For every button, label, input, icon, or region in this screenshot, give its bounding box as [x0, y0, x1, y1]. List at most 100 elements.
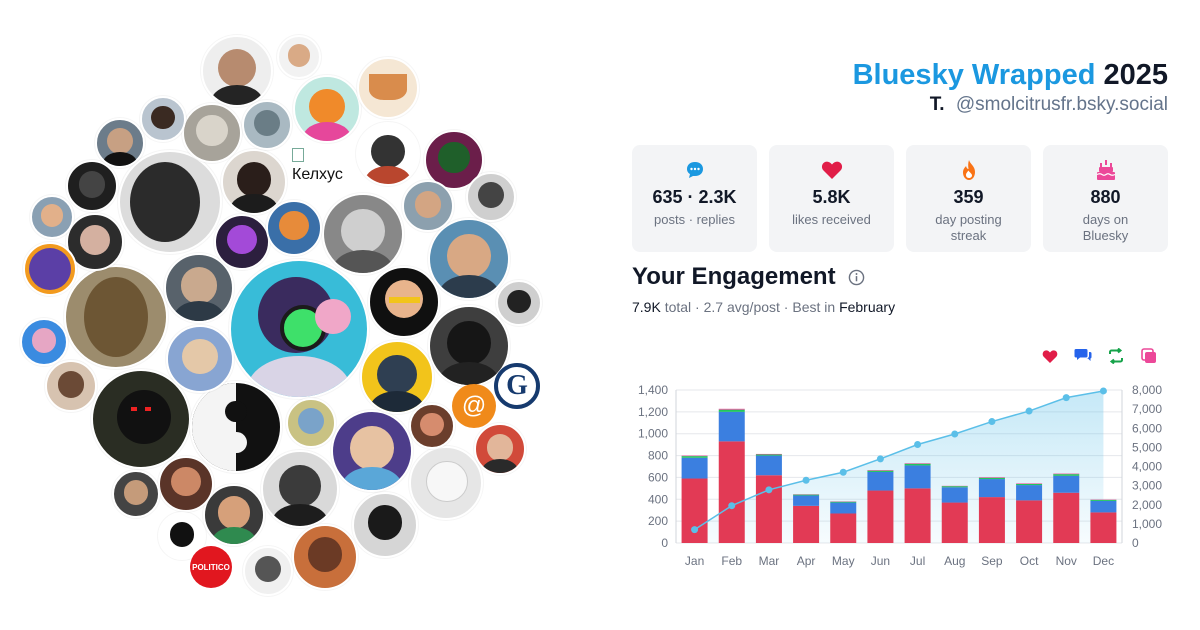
avatar[interactable] — [214, 214, 270, 270]
engagement-summary: 7.9K total · 2.7 avg/post · Best in Febr… — [632, 299, 896, 315]
avatar[interactable] — [221, 149, 287, 215]
avatar[interactable] — [158, 456, 214, 512]
stat-card-days: 880 days on Bluesky — [1043, 145, 1168, 252]
likes-legend-icon[interactable] — [1040, 346, 1060, 366]
y-left-tick-label: 400 — [648, 492, 668, 506]
bar-segment — [1053, 492, 1080, 543]
avatar[interactable] — [203, 484, 265, 546]
avatar[interactable] — [360, 340, 434, 414]
avatar[interactable] — [242, 100, 292, 150]
avatar[interactable] — [112, 470, 160, 518]
avatar[interactable] — [95, 118, 145, 168]
total-value: 7.9K — [632, 299, 661, 315]
quotes-legend-icon[interactable] — [1139, 346, 1159, 366]
avatar[interactable] — [229, 259, 369, 399]
cumulative-point — [988, 418, 996, 426]
avatar[interactable] — [357, 57, 419, 119]
reposts-legend-icon[interactable] — [1106, 346, 1126, 366]
cumulative-point — [1025, 407, 1033, 415]
y-right-tick-label: 4,000 — [1132, 460, 1162, 474]
bar-segment — [681, 457, 708, 479]
avatar[interactable] — [474, 423, 526, 475]
avatar[interactable] — [368, 266, 440, 338]
cake-icon — [1096, 160, 1115, 180]
avatar[interactable] — [409, 446, 483, 520]
bar-segment — [1016, 500, 1043, 543]
cumulative-fill — [694, 390, 1104, 543]
engagement-chart: 0 200 400 600 800 1,000 1,200 1,400 0 1,000 2,000 3… — [638, 383, 1162, 568]
avatar[interactable]: POLITICO — [190, 546, 232, 588]
bar-segment — [978, 477, 1005, 480]
avatar[interactable] — [45, 360, 97, 412]
info-icon[interactable] — [848, 269, 865, 286]
avatar[interactable]: @ — [452, 384, 496, 428]
avatar[interactable] — [20, 318, 68, 366]
engagement-title: Your Engagement — [632, 263, 865, 291]
cumulative-point — [876, 455, 884, 463]
broken-avatar-image[interactable]: Келхус — [292, 148, 343, 184]
bar-segment — [867, 470, 894, 471]
best-month: February — [839, 299, 896, 315]
bar-segment — [755, 475, 782, 543]
bar-segment — [793, 495, 820, 506]
avatar[interactable] — [164, 253, 234, 323]
bar-segment — [904, 465, 931, 489]
avatar[interactable] — [428, 218, 510, 300]
avatar[interactable] — [466, 172, 516, 222]
bar-segment — [718, 408, 745, 410]
avatar[interactable] — [496, 280, 542, 326]
x-tick-label: May — [832, 554, 855, 568]
heart-icon — [821, 161, 842, 179]
avatar[interactable] — [158, 512, 206, 560]
page-title: Bluesky Wrapped 2025 — [853, 58, 1168, 92]
avatar[interactable] — [64, 265, 168, 369]
avatar[interactable] — [190, 381, 282, 473]
avatar[interactable] — [201, 35, 273, 107]
avatar[interactable] — [91, 369, 191, 469]
bar-segment — [978, 479, 1005, 498]
bar-segment — [867, 490, 894, 543]
avatar[interactable] — [286, 398, 336, 448]
cumulative-point — [839, 468, 847, 476]
x-tick-label: Jun — [871, 554, 890, 568]
bar-segment — [1053, 475, 1080, 493]
avatar[interactable] — [352, 492, 418, 558]
avatar[interactable] — [322, 193, 404, 275]
avatar[interactable] — [277, 35, 321, 79]
average-label: 2.7 avg/post — [703, 299, 780, 315]
avatar[interactable] — [30, 195, 74, 239]
x-tick-label: Oct — [1020, 554, 1039, 568]
avatar[interactable] — [166, 325, 234, 393]
avatar[interactable] — [243, 546, 293, 596]
stat-label: days on Bluesky — [1082, 212, 1129, 243]
cumulative-point — [914, 441, 922, 449]
avatar[interactable] — [66, 160, 118, 212]
stat-value: 635 · 2.3K — [652, 187, 737, 207]
replies-legend-icon[interactable] — [1073, 346, 1093, 366]
y-left-tick-label: 200 — [648, 514, 668, 528]
bar-segment — [1016, 483, 1043, 486]
stat-card-likes: 5.8K likes received — [769, 145, 894, 252]
x-tick-label: Sep — [981, 554, 1003, 568]
avatar[interactable] — [266, 200, 322, 256]
avatar[interactable] — [331, 410, 413, 492]
avatar[interactable] — [356, 122, 420, 186]
year-label: 2025 — [1103, 59, 1168, 91]
avatar[interactable] — [293, 75, 361, 143]
x-tick-label: Apr — [797, 554, 816, 568]
bar-segment — [1053, 473, 1080, 475]
avatar[interactable] — [182, 103, 242, 163]
avatar[interactable] — [402, 180, 454, 232]
x-tick-label: Jul — [910, 554, 925, 568]
avatar[interactable] — [118, 150, 222, 254]
avatar[interactable] — [409, 403, 455, 449]
bar-segment — [755, 453, 782, 455]
avatar[interactable] — [140, 96, 186, 142]
avatar[interactable] — [23, 242, 77, 296]
stat-card-posts: 635 · 2.3K posts · replies — [632, 145, 757, 252]
avatar[interactable] — [261, 450, 339, 528]
avatar[interactable] — [292, 524, 358, 590]
user-handle[interactable]: @smolcitrusfr.bsky.social — [955, 94, 1168, 115]
stat-label: day posting streak — [935, 212, 1002, 243]
avatar[interactable]: G — [494, 363, 540, 409]
